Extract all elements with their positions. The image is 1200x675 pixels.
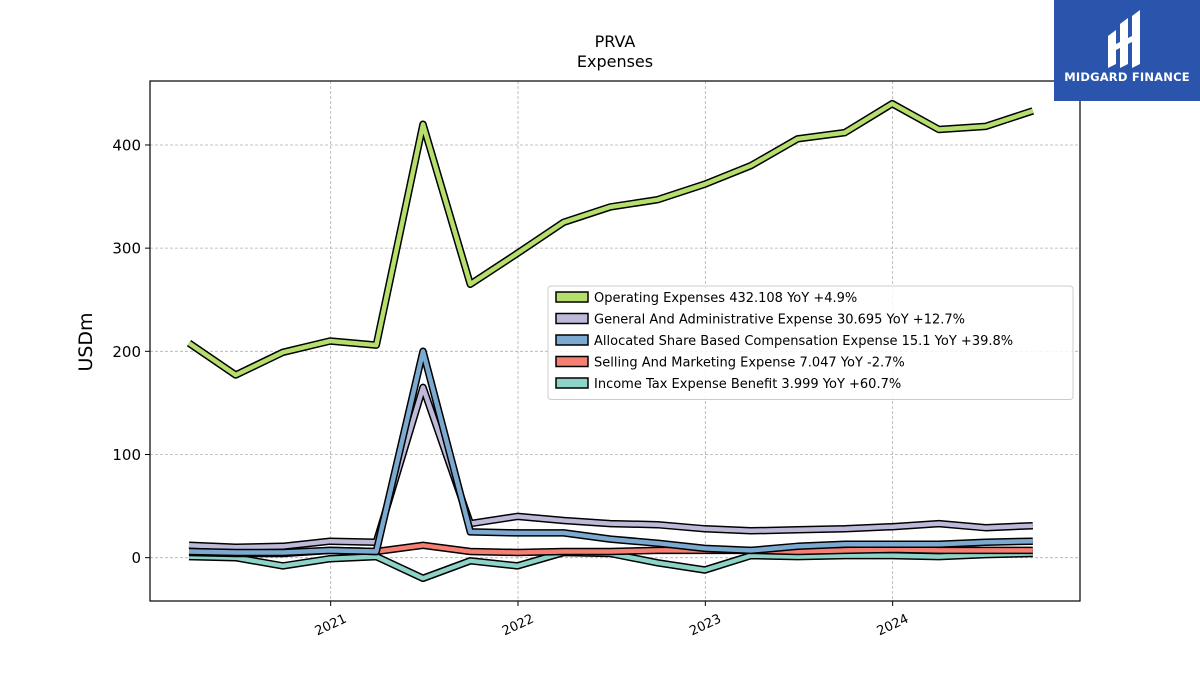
brand-name: MIDGARD FINANCE	[1064, 70, 1190, 84]
y-tick-label: 100	[112, 446, 141, 464]
x-tick-label: 2024	[875, 612, 911, 640]
legend-swatch	[555, 312, 589, 325]
y-axis-label: USDm	[75, 312, 97, 371]
legend-label: General And Administrative Expense 30.69…	[594, 313, 965, 328]
plot-frame	[149, 80, 1081, 602]
operating-expenses-line	[187, 101, 1034, 378]
y-tick-label: 0	[131, 549, 141, 567]
legend-box	[547, 285, 1074, 400]
x-tick-label: 2023	[687, 612, 723, 640]
y-tick-label: 200	[112, 343, 141, 361]
legend-label: Income Tax Expense Benefit 3.999 YoY +60…	[594, 377, 901, 392]
y-tick-label: 300	[112, 240, 141, 258]
series-lines	[186, 99, 1034, 583]
legend-swatch	[555, 377, 589, 389]
x-tick-label: 2022	[500, 612, 536, 640]
legend-swatch	[555, 291, 589, 303]
legend-swatch	[555, 355, 589, 368]
legend-label: Selling And Marketing Expense 7.047 YoY …	[594, 356, 905, 371]
legend-swatch	[555, 334, 589, 346]
brand-logo-mark	[1108, 10, 1140, 68]
chart-subtitle: Expenses	[577, 52, 653, 71]
legend-label: Allocated Share Based Compensation Expen…	[594, 334, 1013, 349]
chart-title: PRVA	[595, 32, 636, 51]
legend: Operating Expenses 432.108 YoY +4.9% Gene…	[547, 285, 1074, 400]
allocated-share-based-compensation-expense-line	[188, 349, 1033, 555]
x-tick-label: 2021	[313, 612, 349, 640]
y-tick-label: 400	[112, 136, 141, 154]
brand-logo: MIDGARD FINANCE	[1054, 0, 1200, 101]
legend-label: Operating Expenses 432.108 YoY +4.9%	[594, 291, 857, 306]
general-and-administrative-expense-line	[188, 385, 1033, 550]
